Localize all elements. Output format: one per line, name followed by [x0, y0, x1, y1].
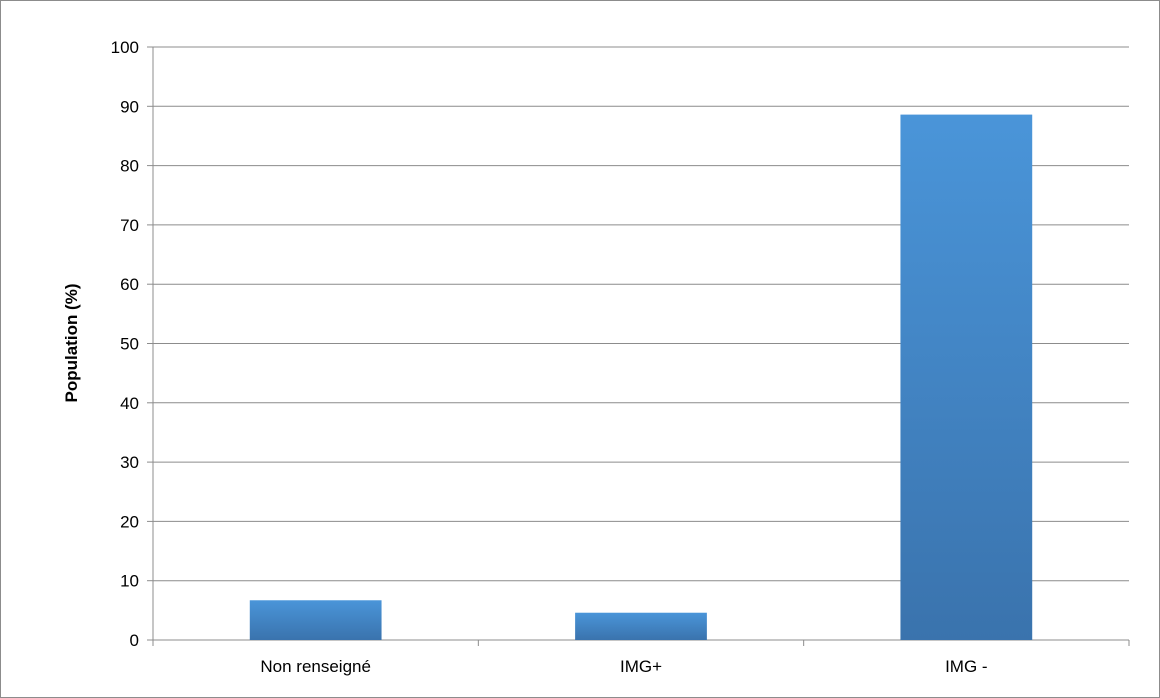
y-tick-label: 70 [120, 216, 139, 235]
x-tick-label: Non renseigné [260, 657, 371, 676]
x-tick-label: IMG+ [620, 657, 662, 676]
y-tick-label: 50 [120, 335, 139, 354]
y-tick-label: 100 [111, 38, 139, 57]
y-tick-label: 80 [120, 157, 139, 176]
y-tick-label: 40 [120, 394, 139, 413]
y-tick-label: 20 [120, 512, 139, 531]
y-tick-label: 10 [120, 572, 139, 591]
y-tick-label: 60 [120, 275, 139, 294]
y-tick-labels: 0 10 20 30 40 50 60 70 80 90 100 [111, 38, 139, 650]
y-tick-label: 90 [120, 97, 139, 116]
y-axis-title: Population (%) [62, 284, 81, 403]
y-tick-label: 30 [120, 453, 139, 472]
bar-0 [249, 600, 382, 640]
y-tick-label: 0 [130, 631, 139, 650]
x-tick-labels: Non renseigné IMG+ IMG - [260, 657, 987, 676]
bar-2 [900, 114, 1033, 641]
bar-1 [575, 612, 707, 640]
bars [249, 114, 1033, 641]
x-tick-label: IMG - [945, 657, 988, 676]
